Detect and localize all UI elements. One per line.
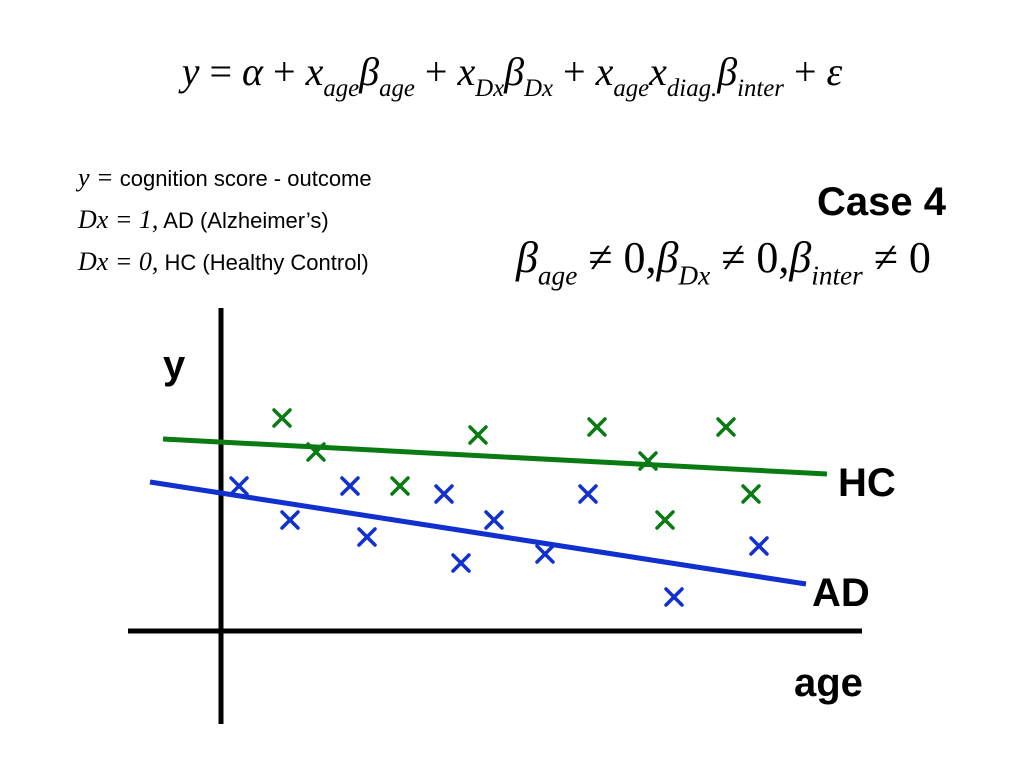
ad-point: [535, 544, 555, 564]
eq-epsilon: ε: [826, 49, 843, 94]
legend-hc-math: Dx = 0,: [78, 247, 159, 276]
hc-point: [587, 417, 607, 437]
legend-y-text: cognition score - outcome: [119, 166, 372, 191]
eq-sub-diag: diag.: [666, 75, 718, 103]
ad-regression-line: [149, 479, 807, 587]
legend-hc-text: HC (Healthy Control): [164, 250, 369, 275]
eq-beta-dx: β: [504, 49, 525, 94]
legend-line-hc: Dx = 0, HC (Healthy Control): [78, 241, 372, 283]
y-axis-label: y: [163, 343, 186, 387]
eq-beta-inter: β: [717, 49, 738, 94]
eq-y: y: [181, 49, 200, 94]
ad-point: [749, 536, 769, 556]
ad-point: [229, 476, 249, 496]
ad-point: [451, 553, 471, 573]
hc-point: [638, 451, 658, 471]
hc-point: [716, 417, 736, 437]
cond-sub-dx: Dx: [678, 260, 711, 291]
cond-comma-1: ,: [645, 233, 657, 282]
hc-point: [306, 442, 326, 462]
eq-beta-age: β: [359, 49, 380, 94]
eq-plus-2: +: [414, 49, 458, 94]
ad-point: [340, 476, 360, 496]
cond-beta-inter: β: [789, 233, 812, 282]
hc-regression-line: [162, 436, 828, 477]
ad-series-label: AD: [812, 571, 870, 615]
eq-sub-age-1: age: [323, 75, 360, 103]
eq-sub-dx-2: Dx: [524, 75, 553, 103]
x-axis-label: age: [794, 661, 863, 705]
hc-point: [655, 510, 675, 530]
eq-sub-age-3: age: [613, 75, 650, 103]
cond-neq-3: ≠ 0: [862, 233, 931, 282]
cond-beta-age: β: [516, 233, 538, 282]
legend-line-ad: Dx = 1, AD (Alzheimer’s): [78, 199, 372, 241]
eq-x-age-2: x: [595, 49, 614, 94]
hc-point: [468, 425, 488, 445]
cond-comma-2: ,: [778, 233, 790, 282]
cond-sub-inter: inter: [811, 260, 863, 291]
eq-x-dx: x: [457, 49, 476, 94]
ad-point: [664, 587, 684, 607]
ad-point: [434, 484, 454, 504]
eq-equals: =: [199, 49, 243, 94]
ad-point: [280, 510, 300, 530]
hc-series-label: HC: [838, 461, 896, 505]
ad-point: [357, 527, 377, 547]
cond-neq-1: ≠ 0: [577, 233, 646, 282]
case-condition: βage ≠ 0,βDx ≠ 0,βinter ≠ 0: [516, 232, 931, 289]
ad-point: [578, 484, 598, 504]
legend-ad-text: AD (Alzheimer’s): [163, 208, 329, 233]
cond-beta-dx: β: [656, 233, 679, 282]
cond-sub-age: age: [537, 260, 578, 291]
eq-sub-dx-1: Dx: [475, 75, 505, 103]
legend-ad-math: Dx = 1,: [78, 205, 159, 234]
variable-legend: y = cognition score - outcome Dx = 1, AD…: [78, 157, 372, 283]
ad-point: [484, 510, 504, 530]
eq-sub-inter: inter: [737, 75, 784, 103]
hc-point: [390, 476, 410, 496]
hc-point: [272, 408, 292, 428]
eq-alpha: α: [242, 49, 264, 94]
case-title: Case 4: [817, 180, 946, 224]
model-equation: y = α + xageβage + xDxβDx + xagexdiag.βi…: [0, 48, 1024, 101]
hc-point: [741, 484, 761, 504]
legend-line-y: y = cognition score - outcome: [78, 157, 372, 199]
eq-x-diag: x: [649, 49, 667, 94]
data-points: [229, 408, 769, 607]
eq-plus-3: +: [553, 49, 596, 94]
eq-plus-4: +: [783, 49, 827, 94]
legend-y-math: y =: [78, 163, 114, 192]
eq-sub-age-2: age: [379, 75, 415, 103]
eq-x-age: x: [305, 49, 324, 94]
cond-neq-2: ≠ 0: [710, 233, 779, 282]
eq-plus-1: +: [263, 49, 306, 94]
